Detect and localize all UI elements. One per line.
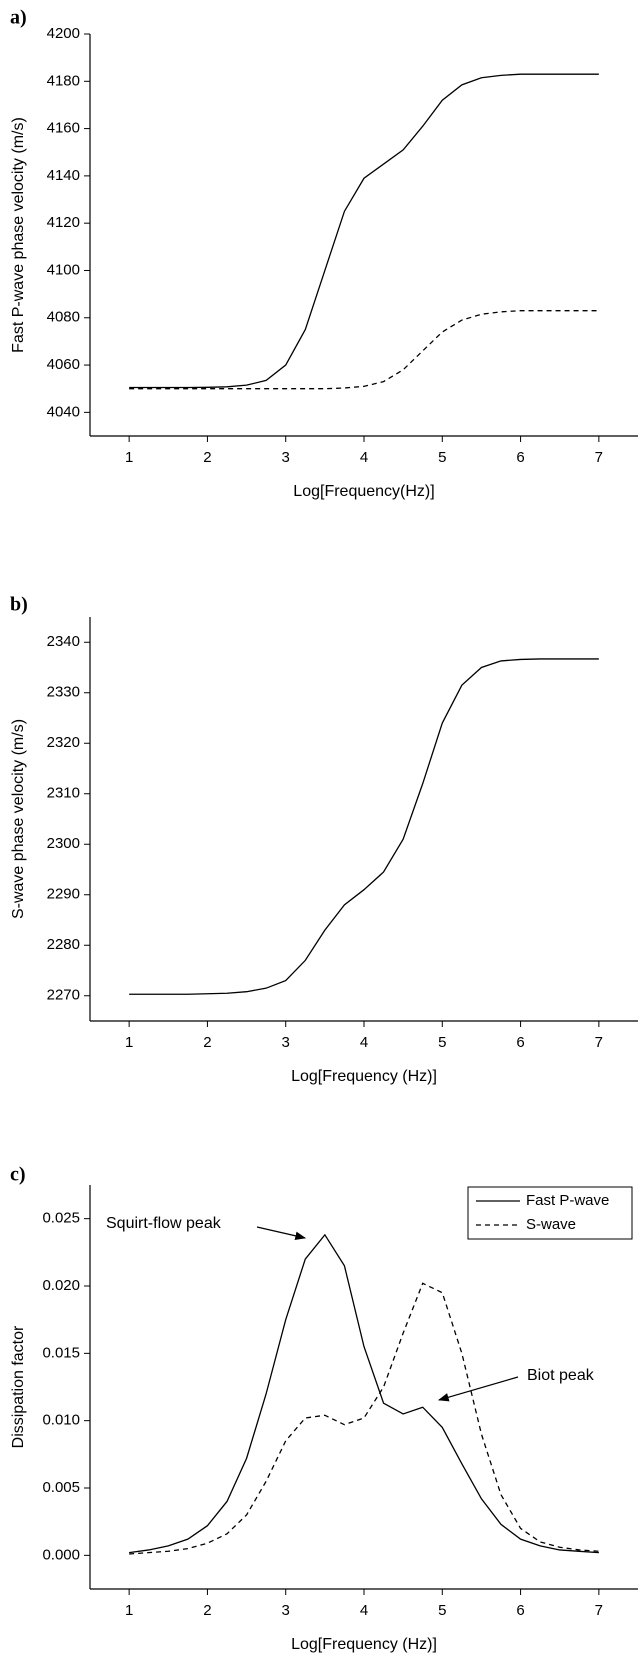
y-tick-label: 2320 (47, 734, 80, 751)
x-tick-label: 4 (360, 1034, 368, 1051)
y-tick-label: 4080 (47, 309, 80, 326)
y-tick-label: 2270 (47, 987, 80, 1004)
series-line (129, 73, 599, 389)
y-tick-label: 0.020 (42, 1277, 80, 1294)
y-tick-label: 0.005 (42, 1479, 80, 1496)
x-tick-label: 7 (595, 1034, 603, 1051)
y-tick-label: 4040 (47, 403, 80, 420)
x-axis-label: Log[Frequency (Hz)] (291, 1636, 437, 1653)
y-tick-label: 0.025 (42, 1210, 80, 1227)
x-tick-label: 3 (282, 1602, 290, 1619)
x-tick-label: 6 (516, 1602, 524, 1619)
panel-label: a) (10, 7, 27, 29)
y-tick-label: 2310 (47, 785, 80, 802)
legend-box (467, 1186, 633, 1240)
series-line (129, 658, 599, 995)
x-tick-label: 1 (125, 1602, 133, 1619)
y-tick-label: 2300 (47, 835, 80, 852)
y-tick-label: 2290 (47, 886, 80, 903)
x-tick-label: 2 (203, 1034, 211, 1051)
x-tick-label: 2 (203, 449, 211, 466)
y-tick-label: 4060 (47, 356, 80, 373)
y-tick-label: 4180 (47, 72, 80, 89)
y-tick-label: 4160 (47, 120, 80, 137)
x-tick-label: 4 (360, 1602, 368, 1619)
x-tick-label: 7 (595, 1602, 603, 1619)
y-axis-label: Dissipation factor (10, 1325, 27, 1448)
y-axis-label: Fast P-wave phase velocity (m/s) (10, 117, 27, 353)
x-tick-label: 2 (203, 1602, 211, 1619)
y-tick-label: 2340 (47, 633, 80, 650)
annotation-arrow (437, 1376, 519, 1402)
x-tick-label: 1 (125, 449, 133, 466)
series-line (129, 310, 599, 390)
y-tick-label: 2330 (47, 684, 80, 701)
annotation-arrow (256, 1226, 307, 1241)
y-tick-label: 4100 (47, 261, 80, 278)
x-tick-label: 5 (438, 449, 446, 466)
x-tick-label: 3 (282, 449, 290, 466)
x-tick-label: 1 (125, 1034, 133, 1051)
x-axis-label: Log[Frequency(Hz)] (293, 483, 434, 500)
annotation: Biot peak (527, 1367, 595, 1384)
panel-label: c) (10, 1164, 26, 1186)
legend-label: Fast P-wave (526, 1192, 609, 1209)
x-tick-label: 6 (516, 1034, 524, 1051)
legend-label: S-wave (526, 1216, 576, 1233)
y-tick-label: 0.000 (42, 1546, 80, 1563)
series-line (129, 1282, 599, 1555)
y-tick-label: 2280 (47, 936, 80, 953)
x-tick-label: 3 (282, 1034, 290, 1051)
x-tick-label: 5 (438, 1034, 446, 1051)
y-axis-label: S-wave phase velocity (m/s) (10, 719, 27, 919)
y-tick-label: 4120 (47, 214, 80, 231)
annotation: Squirt-flow peak (106, 1215, 222, 1232)
x-tick-label: 7 (595, 449, 603, 466)
x-tick-label: 6 (516, 449, 524, 466)
panel-label: b) (10, 594, 28, 616)
x-axis-label: Log[Frequency (Hz)] (291, 1068, 437, 1085)
y-tick-label: 4140 (47, 167, 80, 184)
x-tick-label: 5 (438, 1602, 446, 1619)
series-line (129, 1233, 599, 1554)
y-tick-label: 0.015 (42, 1344, 80, 1361)
y-tick-label: 0.010 (42, 1412, 80, 1429)
y-tick-label: 4200 (47, 25, 80, 42)
x-tick-label: 4 (360, 449, 368, 466)
